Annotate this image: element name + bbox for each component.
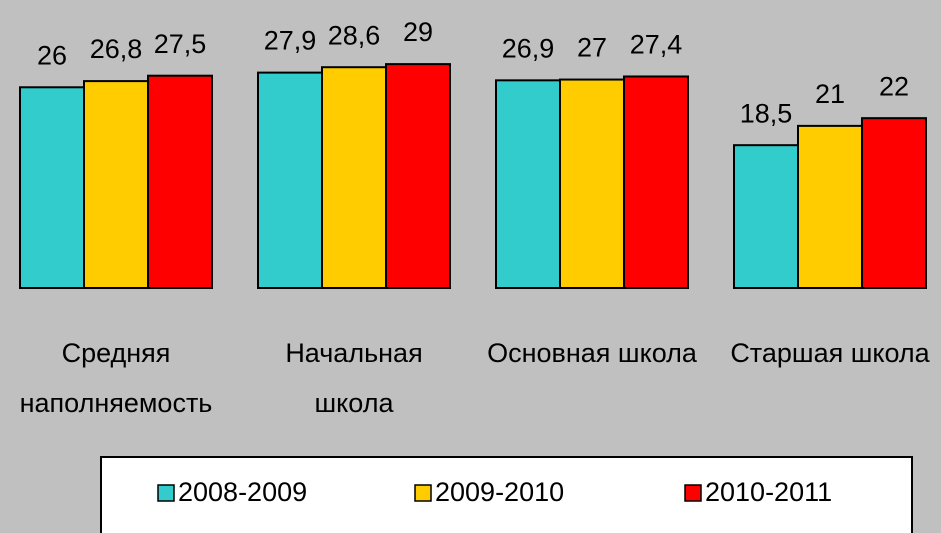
x-tick-label: школа (315, 388, 395, 418)
x-tick-label: Основная школа (487, 338, 698, 368)
bar (385, 63, 451, 290)
data-label: 26,9 (502, 33, 555, 63)
bar (257, 71, 323, 289)
data-label: 18,5 (740, 98, 793, 128)
legend-label: 2009-2010 (435, 477, 564, 507)
bar (623, 75, 689, 289)
legend-swatch (157, 484, 175, 502)
data-label: 26 (37, 40, 67, 70)
x-tick-label: Начальная (285, 338, 422, 368)
x-tick-label: наполняемость (20, 388, 213, 418)
data-label: 27 (577, 33, 607, 63)
x-tick-label: Средняя (62, 338, 171, 368)
legend-box (100, 456, 913, 533)
bar (495, 79, 561, 289)
data-label: 27,5 (154, 29, 207, 59)
bar (19, 86, 85, 289)
data-label: 27,4 (630, 30, 683, 60)
bar (321, 66, 387, 290)
data-label: 26,8 (90, 34, 143, 64)
data-label: 29 (403, 17, 433, 47)
legend-label: 2008-2009 (178, 477, 307, 507)
data-label: 21 (815, 79, 845, 109)
bar (83, 80, 149, 289)
x-tick-label: Старшая школа (730, 338, 930, 368)
legend-swatch (414, 484, 432, 502)
legend-swatch (684, 484, 702, 502)
bar (797, 124, 863, 289)
bar (147, 74, 213, 289)
data-label: 28,6 (328, 20, 381, 50)
legend-label: 2010-2011 (705, 477, 832, 507)
bar (559, 78, 625, 289)
bar (733, 144, 799, 289)
bar (861, 117, 927, 289)
data-label: 27,9 (264, 26, 317, 56)
data-label: 22 (879, 71, 909, 101)
